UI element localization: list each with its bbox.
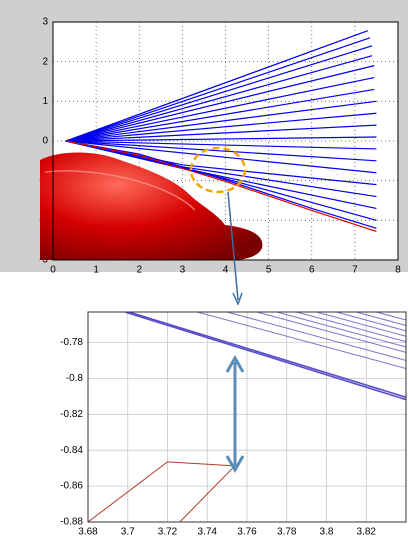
y-tick-label: 0 — [42, 136, 48, 147]
series-line — [65, 37, 371, 142]
series-line — [226, 312, 406, 361]
series-line — [65, 140, 377, 150]
x-tick-label: 3.7 — [121, 527, 135, 538]
series-line — [65, 124, 377, 142]
x-tick-label: 1 — [93, 265, 99, 276]
y-tick-label: -0.84 — [60, 445, 83, 456]
highlight-ellipse — [189, 146, 247, 194]
x-tick-label: 3.76 — [237, 527, 257, 538]
series-line — [296, 312, 406, 343]
x-tick-label: 3.72 — [158, 527, 178, 538]
series-line — [65, 100, 377, 142]
x-tick-label: 5 — [266, 265, 272, 276]
x-tick-label: 3.74 — [198, 527, 218, 538]
y-tick-label: -0.8 — [66, 373, 84, 384]
y-tick-label: 1 — [42, 96, 48, 107]
series-line — [65, 140, 377, 221]
series-line — [88, 461, 235, 522]
y-tick-label: -0.88 — [60, 517, 83, 528]
x-tick-label: 4 — [223, 265, 229, 276]
zoom-arrow — [227, 191, 239, 301]
series-line — [65, 76, 375, 142]
x-tick-label: 3.8 — [320, 527, 334, 538]
chart: 3.68 3.7 3.72 3.74 3.76 3.78 3.8 3.82 -0.88 -0.86… — [60, 312, 406, 538]
zoom-arrowhead — [232, 292, 243, 306]
series-line — [316, 312, 406, 337]
y-tick-label: -0.86 — [60, 481, 83, 492]
y-tick-label: 2 — [42, 56, 48, 67]
y-tick-label: -0.78 — [60, 337, 83, 348]
x-tick-label: 3.82 — [357, 527, 377, 538]
series-line — [65, 88, 375, 142]
series-line — [65, 140, 377, 162]
series-line — [179, 465, 236, 522]
series-line — [65, 112, 377, 142]
x-tick-label: 3.78 — [277, 527, 297, 538]
series-line — [65, 65, 375, 142]
x-tick-label: 0 — [50, 265, 56, 276]
distance-arrow — [225, 354, 245, 474]
x-tick-label: 2 — [136, 265, 142, 276]
series-line — [376, 312, 406, 321]
series-line — [256, 312, 406, 353]
series-line — [336, 312, 406, 332]
series-line — [276, 312, 406, 348]
series-line — [124, 312, 406, 401]
y-tick-label: 3 — [42, 17, 48, 28]
y-tick-label: -0.82 — [60, 409, 83, 420]
x-tick-label: 8 — [395, 265, 401, 276]
series-line — [65, 45, 373, 142]
top-frame — [52, 21, 399, 261]
series-line — [65, 30, 369, 142]
series-line — [65, 140, 377, 229]
series-line — [65, 140, 377, 174]
x-tick-label: 7 — [352, 265, 358, 276]
x-tick-label: 6 — [309, 265, 315, 276]
series-line — [197, 312, 406, 370]
series-line — [65, 55, 373, 142]
y-tick-label: -3 — [39, 255, 48, 266]
x-tick-label: 3.68 — [78, 527, 98, 538]
red-object — [40, 152, 263, 261]
zoom-frame — [87, 311, 407, 523]
series-line — [128, 312, 406, 399]
x-tick-label: 3 — [180, 265, 186, 276]
series-line — [356, 312, 406, 326]
series-line — [65, 136, 377, 142]
series-line — [65, 140, 377, 233]
